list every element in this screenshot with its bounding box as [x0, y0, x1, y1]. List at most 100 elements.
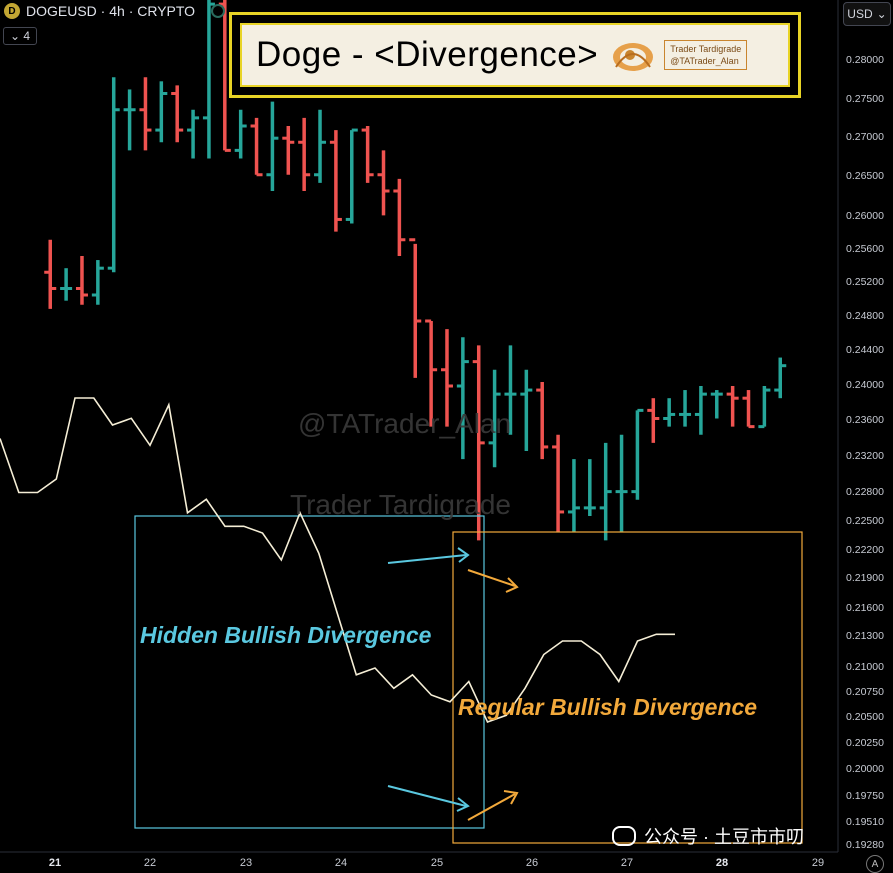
ohlc-bar — [694, 386, 707, 435]
ohlc-bar — [536, 381, 549, 460]
ohlc-bar — [155, 81, 168, 143]
ohlc-bar — [758, 386, 771, 429]
ohlc-bar — [377, 150, 390, 216]
status-dot-icon[interactable] — [211, 4, 226, 18]
ohlc-bar — [202, 0, 215, 159]
ohlc-bar — [599, 442, 612, 541]
wechat-account: 公众号 · 土豆市市叨 — [644, 827, 804, 847]
brand-handle: @TATrader_Alan — [670, 56, 739, 66]
regular-arrow-oscillator — [467, 790, 519, 821]
ohlc-bar — [552, 434, 565, 533]
price-tick: 0.26500 — [846, 170, 884, 182]
price-tick: 0.21000 — [846, 661, 884, 673]
price-tick: 0.24000 — [846, 379, 884, 391]
time-tick: 29 — [811, 857, 825, 869]
ohlc-bar — [679, 390, 692, 427]
price-tick: 0.21900 — [846, 572, 884, 584]
ohlc-bar — [472, 345, 485, 541]
currency-select[interactable]: USD ⌄ — [843, 2, 891, 26]
ohlc-bar — [504, 345, 517, 435]
ohlc-bar — [250, 117, 263, 177]
price-tick: 0.19280 — [846, 839, 884, 851]
price-tick: 0.22200 — [846, 544, 884, 556]
price-tick: 0.20000 — [846, 763, 884, 775]
price-tick: 0.24800 — [846, 310, 884, 322]
wechat-icon — [612, 826, 636, 846]
symbol-header[interactable]: D DOGEUSD · 4h · CRYPTO — [4, 3, 226, 19]
ohlc-series — [44, 0, 787, 541]
ohlc-bar — [663, 398, 676, 427]
price-tick: 0.25600 — [846, 243, 884, 255]
time-tick: 26 — [525, 857, 539, 869]
ohlc-bar — [345, 128, 358, 224]
time-tick: 24 — [334, 857, 348, 869]
auto-scale-button[interactable]: A — [866, 855, 884, 873]
ohlc-bar — [107, 77, 120, 273]
ohlc-bar — [615, 434, 628, 533]
chevron-down-icon: ⌄ — [876, 7, 887, 21]
price-tick: 0.20250 — [846, 737, 884, 749]
banner-title: Doge - <Divergence> — [256, 35, 599, 74]
time-tick: 25 — [430, 857, 444, 869]
ohlc-bar — [234, 109, 247, 159]
price-tick: 0.19750 — [846, 790, 884, 802]
doge-coin-icon: D — [4, 3, 20, 19]
time-tick: 22 — [143, 857, 157, 869]
price-tick: 0.21300 — [846, 630, 884, 642]
ohlc-bar — [710, 390, 723, 419]
price-tick: 0.20750 — [846, 686, 884, 698]
ohlc-bar — [123, 89, 136, 151]
ohlc-bar — [361, 126, 374, 183]
ohlc-bar — [440, 329, 453, 427]
ohlc-bar — [409, 238, 422, 378]
ohlc-bar — [631, 408, 644, 500]
ohlc-bar — [520, 369, 533, 451]
banner-panel: Doge - <Divergence> Trader Tardigrade @T… — [240, 23, 790, 87]
price-tick: 0.21600 — [846, 602, 884, 614]
hidden-divergence-box — [134, 515, 485, 829]
price-tick: 0.23200 — [846, 450, 884, 462]
watermark-brand: Trader Tardigrade — [290, 489, 512, 520]
time-tick: 23 — [239, 857, 253, 869]
hidden-divergence-label: Hidden Bullish Divergence — [140, 622, 432, 648]
price-tick: 0.25200 — [846, 276, 884, 288]
oscillator-line — [0, 397, 675, 723]
ohlc-bar — [187, 109, 200, 159]
price-tick: 0.22800 — [846, 486, 884, 498]
tardigrade-logo-icon — [613, 43, 654, 71]
wechat-footer: 公众号 · 土豆市市叨 — [612, 823, 804, 849]
currency-label: USD — [847, 7, 873, 21]
indicator-toggle[interactable]: ⌄ 4 — [3, 27, 38, 45]
ohlc-bar — [91, 260, 104, 305]
ohlc-bar — [44, 239, 57, 309]
price-tick: 0.26000 — [846, 210, 884, 222]
price-tick: 0.28000 — [846, 54, 884, 66]
ohlc-bar — [583, 459, 596, 516]
ohlc-bar — [139, 77, 152, 151]
brand-name: Trader Tardigrade — [670, 44, 742, 54]
ohlc-bar — [171, 85, 184, 143]
price-tick: 0.27500 — [846, 93, 884, 105]
regular-arrow-price — [467, 569, 519, 593]
brand-box: Trader Tardigrade @TATrader_Alan — [664, 40, 748, 70]
ohlc-bar — [314, 109, 327, 183]
ohlc-bar — [742, 390, 755, 429]
hidden-arrow-price — [387, 547, 470, 564]
price-tick: 0.22500 — [846, 515, 884, 527]
ohlc-bar — [647, 398, 660, 443]
symbol-line[interactable]: DOGEUSD · 4h · CRYPTO — [26, 3, 196, 19]
regular-divergence-box — [452, 531, 803, 844]
ohlc-bar — [266, 101, 279, 191]
time-tick: 21 — [48, 857, 62, 869]
price-tick: 0.23600 — [846, 414, 884, 426]
time-tick: 27 — [620, 857, 634, 869]
ohlc-bar — [456, 337, 469, 460]
ohlc-bar — [282, 126, 295, 175]
time-tick: 28 — [715, 857, 729, 869]
ohlc-bar — [298, 117, 311, 191]
watermark-handle: @TATrader_Alan — [298, 408, 512, 439]
regular-divergence-label: Regular Bullish Divergence — [458, 694, 758, 720]
ohlc-bar — [393, 178, 406, 256]
title-banner: Doge - <Divergence> Trader Tardigrade @T… — [229, 12, 801, 98]
